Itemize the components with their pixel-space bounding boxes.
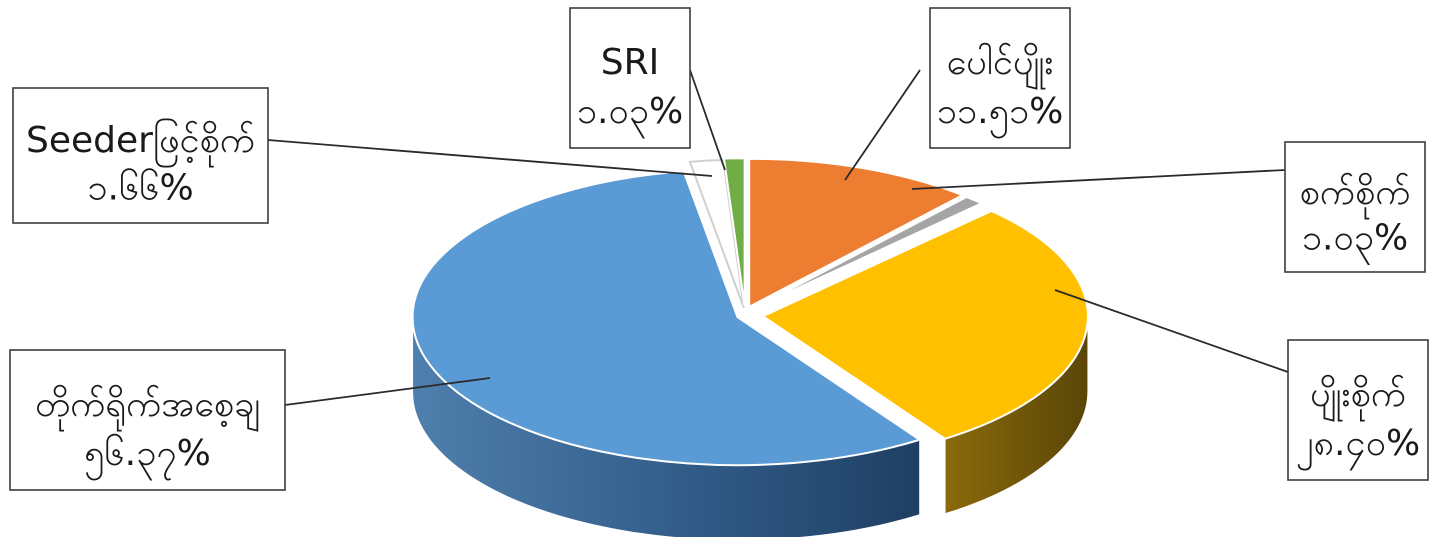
leader-line xyxy=(689,69,726,171)
data-label: SRI ၁.၀၃% xyxy=(569,7,691,149)
pie-slice xyxy=(752,195,985,310)
data-label: Seederဖြင့်စိုက်၁.၆၆% xyxy=(12,87,269,224)
leader-line xyxy=(1054,289,1289,373)
data-label-name: တိုက်ရိုက်အစေ့ချ xyxy=(35,384,260,433)
data-label-name: စက်စိုက် xyxy=(1300,172,1411,220)
leader-line xyxy=(844,69,921,181)
data-label-value: ၁.၀၃% xyxy=(577,91,683,139)
data-label-name: ပေါင်ပျိုး xyxy=(947,42,1054,91)
data-label-value: ၁၁.၅၁% xyxy=(937,91,1064,139)
data-label: စက်စိုက်၁.၀၃% xyxy=(1284,141,1426,273)
data-label-name: SRI xyxy=(601,42,659,83)
leader-line xyxy=(267,139,713,177)
pie-slice xyxy=(722,157,746,307)
data-label-name: Seederဖြင့်စိုက် xyxy=(26,119,255,168)
data-label-name: ပျိုးစိုက် xyxy=(1310,374,1406,423)
data-label-value: ၂၈.၄၀% xyxy=(1296,423,1420,471)
data-label: တိုက်ရိုက်အစေ့ချ၅၆.၃၇% xyxy=(9,349,286,491)
data-label-value: ၁.၀၃% xyxy=(1302,218,1408,266)
leader-line xyxy=(911,169,1286,190)
pie-slice xyxy=(748,157,965,309)
data-label-value: ၁.၆၆% xyxy=(87,167,193,208)
data-label: ပေါင်ပျိုး၁၁.၅၁% xyxy=(929,7,1071,149)
data-label-value: ၅၆.၃၇% xyxy=(84,433,211,481)
data-label: ပျိုးစိုက်၂၈.၄၀% xyxy=(1287,339,1429,481)
pie-slice xyxy=(411,170,922,467)
leader-line xyxy=(284,377,491,406)
pie-slice xyxy=(760,209,1089,440)
